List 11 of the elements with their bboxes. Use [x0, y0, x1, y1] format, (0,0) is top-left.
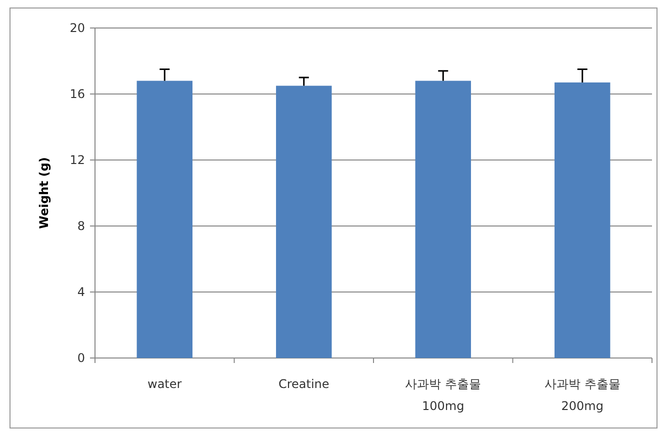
y-tick-label: 16: [70, 87, 85, 101]
y-tick-label: 4: [77, 285, 85, 299]
x-tick-label: 사과박 추출물 200mg: [544, 377, 620, 413]
y-tick-label: 20: [70, 21, 85, 35]
x-tick-label: Creatine: [278, 377, 330, 391]
x-tick-label: 사과박 추출물 100mg: [405, 377, 482, 413]
y-tick-label: 8: [77, 219, 85, 233]
y-tick-label: 0: [77, 351, 85, 365]
x-tick-label: water: [148, 377, 182, 391]
y-axis-title: Weight (g): [37, 157, 51, 229]
y-tick-label: 12: [70, 153, 85, 167]
